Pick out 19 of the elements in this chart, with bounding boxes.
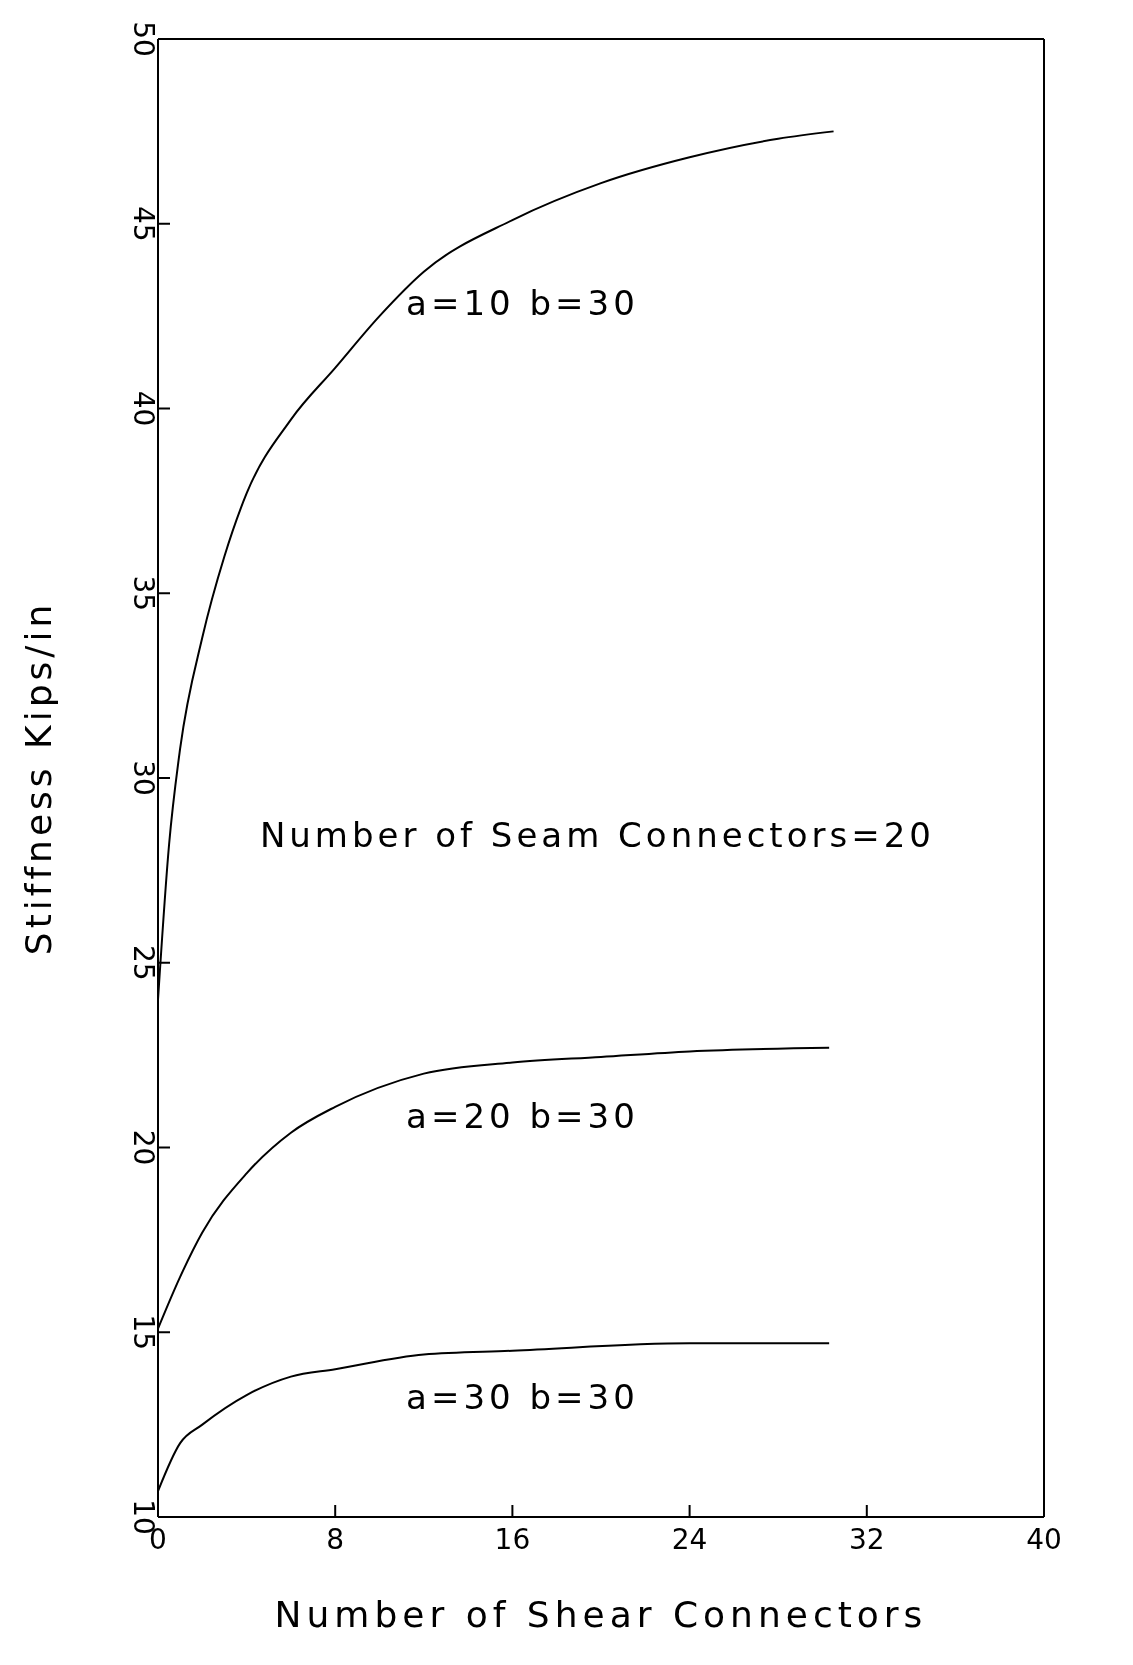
x-tick-label: 40 xyxy=(1026,1522,1062,1556)
y-tick-label: 45 xyxy=(126,205,160,242)
x-tick-label: 24 xyxy=(671,1522,708,1556)
y-tick-label: 40 xyxy=(126,390,160,427)
x-tick-label: 32 xyxy=(848,1522,885,1556)
y-tick-label: 20 xyxy=(126,1129,160,1166)
annotation: a=30 b=30 xyxy=(406,1376,639,1417)
y-tick-label: 15 xyxy=(126,1314,160,1351)
x-tick-label: 8 xyxy=(326,1522,345,1556)
y-tick-label: 25 xyxy=(126,944,160,981)
y-axis-title: Stiffness Kips/in xyxy=(17,600,59,956)
x-tick-label: 16 xyxy=(494,1522,531,1556)
annotation: Number of Seam Connectors=20 xyxy=(259,815,935,856)
annotation: a=10 b=30 xyxy=(406,283,639,324)
y-tick-label: 30 xyxy=(126,760,160,796)
x-axis-title: Number of Shear Connectors xyxy=(274,1594,928,1635)
annotation: a=20 b=30 xyxy=(406,1095,639,1136)
y-tick-label: 50 xyxy=(126,21,160,57)
y-tick-label: 35 xyxy=(126,575,160,612)
